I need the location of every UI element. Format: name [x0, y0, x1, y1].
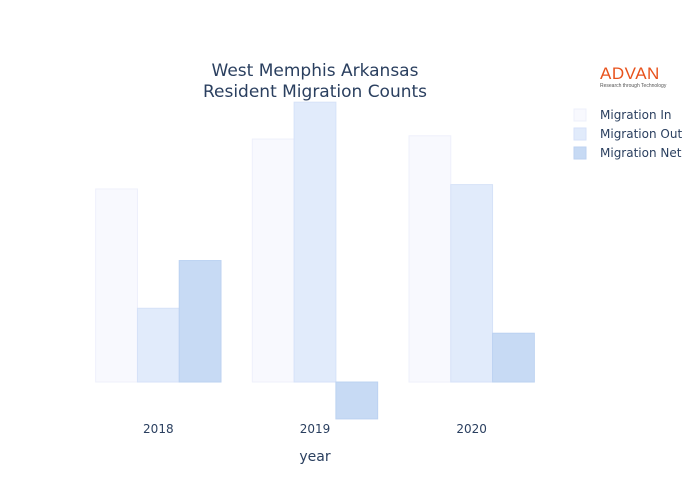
- bar-migration-net-2019: [335, 381, 379, 420]
- x-tick-label-2020: 2020: [456, 422, 487, 436]
- chart-title-line-1: West Memphis Arkansas: [212, 61, 419, 81]
- bar-migration-out-2019: [293, 101, 337, 383]
- bar-migration-net-2018: [178, 260, 222, 383]
- advan-logo: ADVAN Research through Technology: [600, 64, 676, 94]
- bar-migration-in-2019: [251, 138, 295, 383]
- x-axis-title: year: [299, 449, 330, 465]
- x-tick-label-2018: 2018: [143, 422, 174, 436]
- bar-migration-net-2020: [492, 332, 535, 383]
- chart-title-line-2: Resident Migration Counts: [203, 82, 427, 102]
- legend-label-migration-in[interactable]: Migration In: [600, 108, 672, 122]
- legend-label-migration-out[interactable]: Migration Out: [600, 127, 682, 141]
- logo-tagline: Research through Technology: [600, 83, 667, 89]
- x-tick-label-2019: 2019: [300, 422, 331, 436]
- logo-name: ADVAN: [600, 64, 660, 83]
- legend-swatch-migration-out[interactable]: [573, 127, 587, 141]
- bar-migration-in-2020: [408, 135, 452, 383]
- legend: Migration In Migration Out Migration Net: [573, 108, 682, 160]
- legend-label-migration-net[interactable]: Migration Net: [600, 146, 682, 160]
- bar-migration-out-2018: [136, 307, 180, 383]
- bar-migration-out-2020: [450, 184, 494, 383]
- legend-swatch-migration-net[interactable]: [573, 146, 587, 160]
- bars-group: [95, 101, 535, 420]
- bar-migration-in-2018: [95, 188, 138, 383]
- x-tick-labels: 2018 2019 2020: [143, 422, 487, 436]
- legend-swatch-migration-in[interactable]: [573, 108, 587, 122]
